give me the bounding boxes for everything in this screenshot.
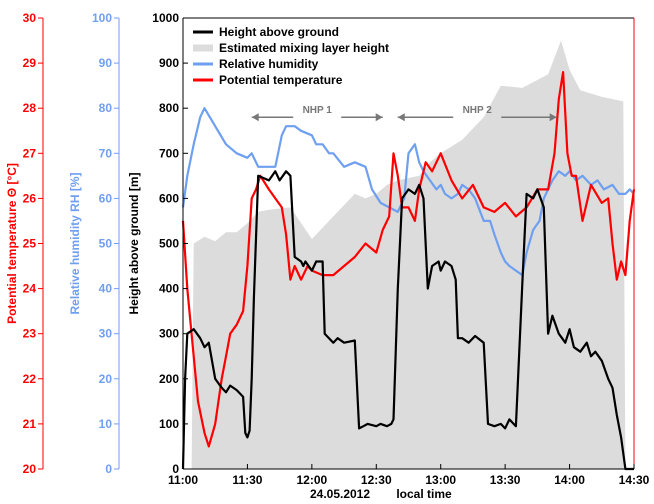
theta-axis-tick-label: 28	[23, 101, 37, 115]
x-axis-tick-label: 14:00	[554, 473, 585, 487]
height-axis-tick-label: 400	[159, 282, 179, 296]
height-axis-label: Height above ground [m]	[127, 173, 141, 315]
theta-axis-tick-label: 22	[23, 372, 37, 386]
rh-axis-tick-label: 70	[99, 146, 113, 160]
rh-axis-tick-label: 40	[99, 282, 113, 296]
series-area-mixing-layer-height	[191, 40, 626, 469]
legend-label: Potential temperature	[219, 73, 343, 87]
height-axis-tick-label: 900	[159, 56, 179, 70]
height-axis-tick-label: 800	[159, 101, 179, 115]
x-axis-tick-label: 12:30	[361, 473, 392, 487]
series-line-relative-humidity	[181, 107, 635, 277]
x-axis-tick-label: 11:00	[168, 473, 198, 487]
legend-label: Height above ground	[219, 25, 339, 39]
nhp-arrowhead-right	[375, 113, 383, 122]
rh-axis-tick-label: 0	[105, 462, 112, 476]
x-axis-unit-label: local time	[396, 487, 452, 501]
legend-label: Estimated mixing layer height	[219, 41, 389, 55]
rh-axis-tick-label: 90	[99, 56, 113, 70]
series-line-height-above-ground	[181, 170, 634, 471]
nhp-label-1: NHP 1	[303, 105, 333, 116]
height-axis-tick-label: 600	[159, 191, 179, 205]
height-axis-tick-label: 500	[159, 237, 179, 251]
height-axis-tick-label: 0	[172, 462, 179, 476]
theta-axis-tick-label: 20	[23, 462, 37, 476]
x-axis-tick-label: 14:30	[619, 473, 650, 487]
height-axis-tick-label: 1000	[152, 11, 179, 25]
rh-axis-label: Relative humidity RH [%]	[68, 172, 82, 314]
x-axis-tick-label: 11:30	[232, 473, 262, 487]
nhp-arrowhead-right	[549, 113, 557, 122]
nhp-arrowhead-left	[251, 113, 259, 122]
theta-axis-tick-label: 30	[23, 11, 37, 25]
legend-label: Relative humidity	[219, 57, 319, 71]
rh-axis-tick-label: 20	[99, 372, 113, 386]
annotations-layer: NHP 1 NHP 2	[251, 105, 557, 122]
x-axis-tick-label: 12:00	[297, 473, 328, 487]
nhp-label-2: NHP 2	[463, 105, 493, 116]
theta-axis-tick-label: 27	[23, 146, 37, 160]
x-axis-tick-label: 13:30	[490, 473, 521, 487]
rh-axis-tick-label: 50	[99, 237, 113, 251]
series-line-potential-temperature	[181, 70, 636, 448]
theta-axis-tick-label: 26	[23, 191, 37, 205]
theta-axis-tick-label: 23	[23, 327, 37, 341]
theta-axis-tick-label: 24	[23, 282, 37, 296]
x-axis-date-label: 24.05.2012	[310, 487, 370, 501]
height-axis-tick-label: 100	[159, 417, 179, 431]
axes-layer: 0 100 200 300 400 500 600 700 800 900 1000 0 10 20 30 4…	[5, 11, 650, 487]
nhp-arrowhead-left	[397, 113, 405, 122]
theta-axis-label: Potential temperature Θ [°C]	[5, 163, 19, 324]
rh-axis-tick-label: 80	[99, 101, 113, 115]
mixing-layer-area-layer	[191, 40, 626, 469]
height-axis-tick-label: 200	[159, 372, 179, 386]
rh-axis-tick-label: 60	[99, 191, 113, 205]
height-axis-tick-label: 300	[159, 327, 179, 341]
rh-axis-tick-label: 10	[99, 417, 113, 431]
theta-axis-tick-label: 29	[23, 56, 37, 70]
x-axis-tick-label: 13:00	[425, 473, 456, 487]
height-axis-tick-label: 700	[159, 146, 179, 160]
rh-axis-tick-label: 30	[99, 327, 113, 341]
theta-axis-tick-label: 21	[23, 417, 37, 431]
series-lines-layer	[181, 70, 636, 471]
theta-axis-tick-label: 25	[23, 237, 37, 251]
legend: Height above ground Estimated mixing laye…	[193, 25, 389, 87]
rh-axis-tick-label: 100	[92, 11, 112, 25]
